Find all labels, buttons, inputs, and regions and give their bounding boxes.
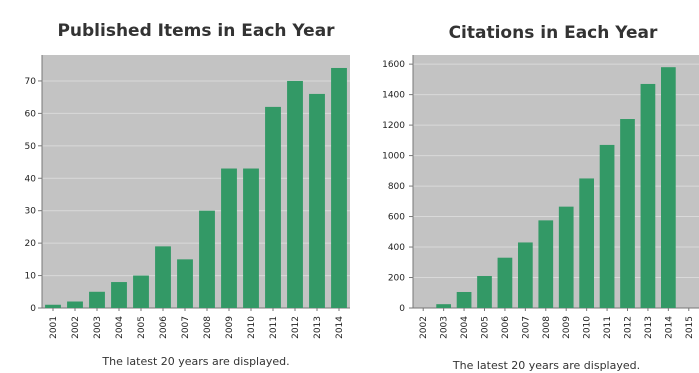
- y-tick-label: 1000: [382, 152, 405, 162]
- y-tick-label: 0: [399, 304, 405, 314]
- x-tick-label: 2012: [291, 316, 301, 339]
- bar-2002: [67, 301, 83, 308]
- bar-2012: [620, 119, 635, 308]
- x-tick-label: 2015: [685, 316, 695, 339]
- bar-2004: [456, 291, 472, 308]
- y-tick-label: 800: [388, 182, 405, 192]
- x-tick-label: 2008: [203, 316, 213, 339]
- bar-2008: [199, 210, 215, 308]
- x-tick-label: 2014: [664, 316, 674, 339]
- chart-title: Citations in Each Year: [449, 23, 658, 43]
- bar-2010: [243, 168, 259, 308]
- bar-2005: [133, 275, 149, 308]
- y-tick-label: 600: [388, 213, 405, 223]
- x-tick-label: 2012: [624, 316, 634, 339]
- bar-2013: [309, 93, 325, 308]
- bar-2014: [331, 67, 347, 308]
- x-tick-label: 2011: [603, 316, 613, 339]
- bar-2006: [497, 257, 513, 308]
- y-tick-label: 10: [25, 272, 37, 282]
- bar-2001: [45, 304, 61, 308]
- y-tick-label: 50: [25, 142, 37, 152]
- y-tick-label: 70: [25, 77, 37, 87]
- x-tick-label: 2001: [49, 316, 59, 339]
- x-tick-label: 2004: [460, 316, 470, 339]
- bar-2005: [477, 275, 492, 308]
- bar-2003: [89, 291, 105, 308]
- chart-1: Published Items in Each Year 0 10 20 30 40 50 6…: [25, 21, 350, 368]
- chart-footnote: The latest 20 years are displayed.: [101, 355, 289, 368]
- x-tick-label: 2003: [93, 316, 103, 339]
- y-tick-label: 20: [25, 239, 37, 249]
- bar-2014: [661, 67, 676, 308]
- y-tick-label: 200: [388, 274, 405, 284]
- x-tick-label: 2010: [583, 316, 593, 339]
- x-tick-label: 2006: [159, 316, 169, 339]
- bar-2011: [265, 106, 281, 309]
- chart-footnote: The latest 20 years are displayed.: [452, 359, 640, 372]
- y-tick-label: 0: [30, 304, 36, 314]
- x-tick-label: 2010: [247, 316, 257, 339]
- x-tick-label: 2014: [335, 316, 345, 339]
- x-tick-label: 2007: [181, 316, 191, 339]
- y-tick-label: 40: [25, 174, 37, 184]
- bar-2008: [538, 220, 554, 308]
- x-tick-label: 2005: [481, 316, 491, 339]
- y-tick-label: 1400: [382, 91, 405, 101]
- x-tick-label: 2005: [137, 316, 147, 339]
- x-tick-label: 2006: [501, 316, 511, 339]
- x-tick-label: 2007: [521, 316, 531, 339]
- x-tick-label: 2009: [225, 316, 235, 339]
- y-tick-label: 1200: [382, 121, 405, 131]
- bar-2007: [177, 259, 193, 308]
- bar-2009: [558, 206, 574, 308]
- x-tick-label: 2002: [71, 316, 81, 339]
- bar-2009: [221, 168, 237, 308]
- x-tick-label: 2013: [313, 316, 323, 339]
- bar-2011: [599, 144, 615, 308]
- bar-2006: [155, 246, 171, 308]
- x-tick-label: 2002: [419, 316, 429, 339]
- chart-2: Citations in Each Year 0 200 400 600 800 1000 1…: [382, 23, 699, 372]
- plot-area: [413, 55, 699, 308]
- y-tick-label: 400: [388, 243, 405, 253]
- x-tick-label: 2003: [440, 316, 450, 339]
- x-tick-label: 2013: [644, 316, 654, 339]
- y-tick-label: 30: [25, 207, 37, 217]
- y-tick-label: 60: [25, 109, 37, 119]
- plot-area: [42, 55, 350, 308]
- x-tick-label: 2008: [542, 316, 552, 339]
- x-tick-label: 2004: [115, 316, 125, 339]
- x-tick-label: 2009: [562, 316, 572, 339]
- bar-2007: [518, 242, 533, 308]
- bar-2004: [111, 282, 127, 308]
- y-tick-label: 1600: [382, 60, 405, 70]
- bar-2012: [287, 80, 303, 308]
- bar-2013: [640, 83, 656, 309]
- bar-2010: [579, 178, 594, 308]
- x-tick-label: 2011: [269, 316, 279, 339]
- chart-title: Published Items in Each Year: [57, 21, 335, 41]
- bar-2003: [436, 304, 451, 308]
